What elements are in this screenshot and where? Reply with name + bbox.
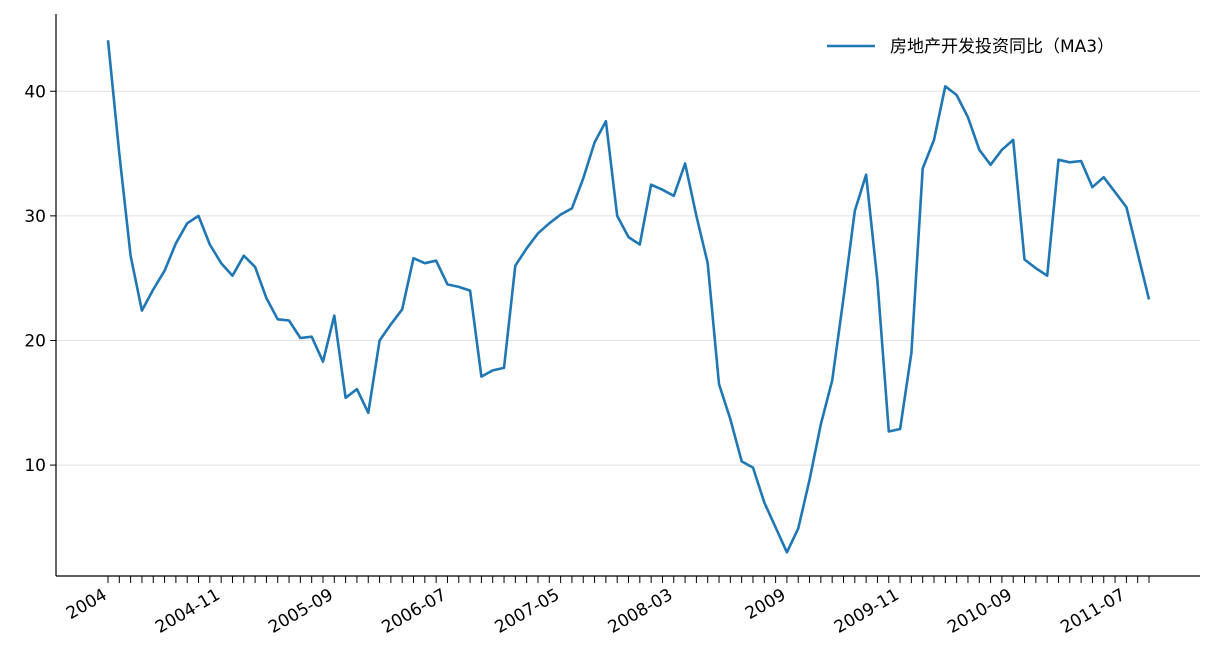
x-tick-label: 2011-07 [1057,585,1129,638]
y-tick-label: 20 [24,331,46,351]
x-tick-label: 2009-11 [831,585,903,638]
x-tick-label: 2005-09 [265,585,337,638]
grid [56,90,1200,466]
x-tick-label: 2009 [742,585,789,624]
y-tick-label: 10 [24,456,46,476]
x-tick-label: 2007-05 [492,585,564,638]
series-line [106,40,1151,554]
x-tick-label: 2004-11 [152,585,224,638]
x-tick-label: 2008-03 [605,585,677,638]
y-tick-label: 30 [24,207,46,227]
x-tick-label: 2006-07 [378,585,450,638]
y-tick-label: 40 [24,82,46,102]
legend-label: 房地产开发投资同比（MA3） [890,37,1114,57]
x-tick-label: 2010-09 [944,585,1016,638]
x-tick-label: 2004 [63,585,110,624]
legend: 房地产开发投资同比（MA3） [827,37,1114,57]
